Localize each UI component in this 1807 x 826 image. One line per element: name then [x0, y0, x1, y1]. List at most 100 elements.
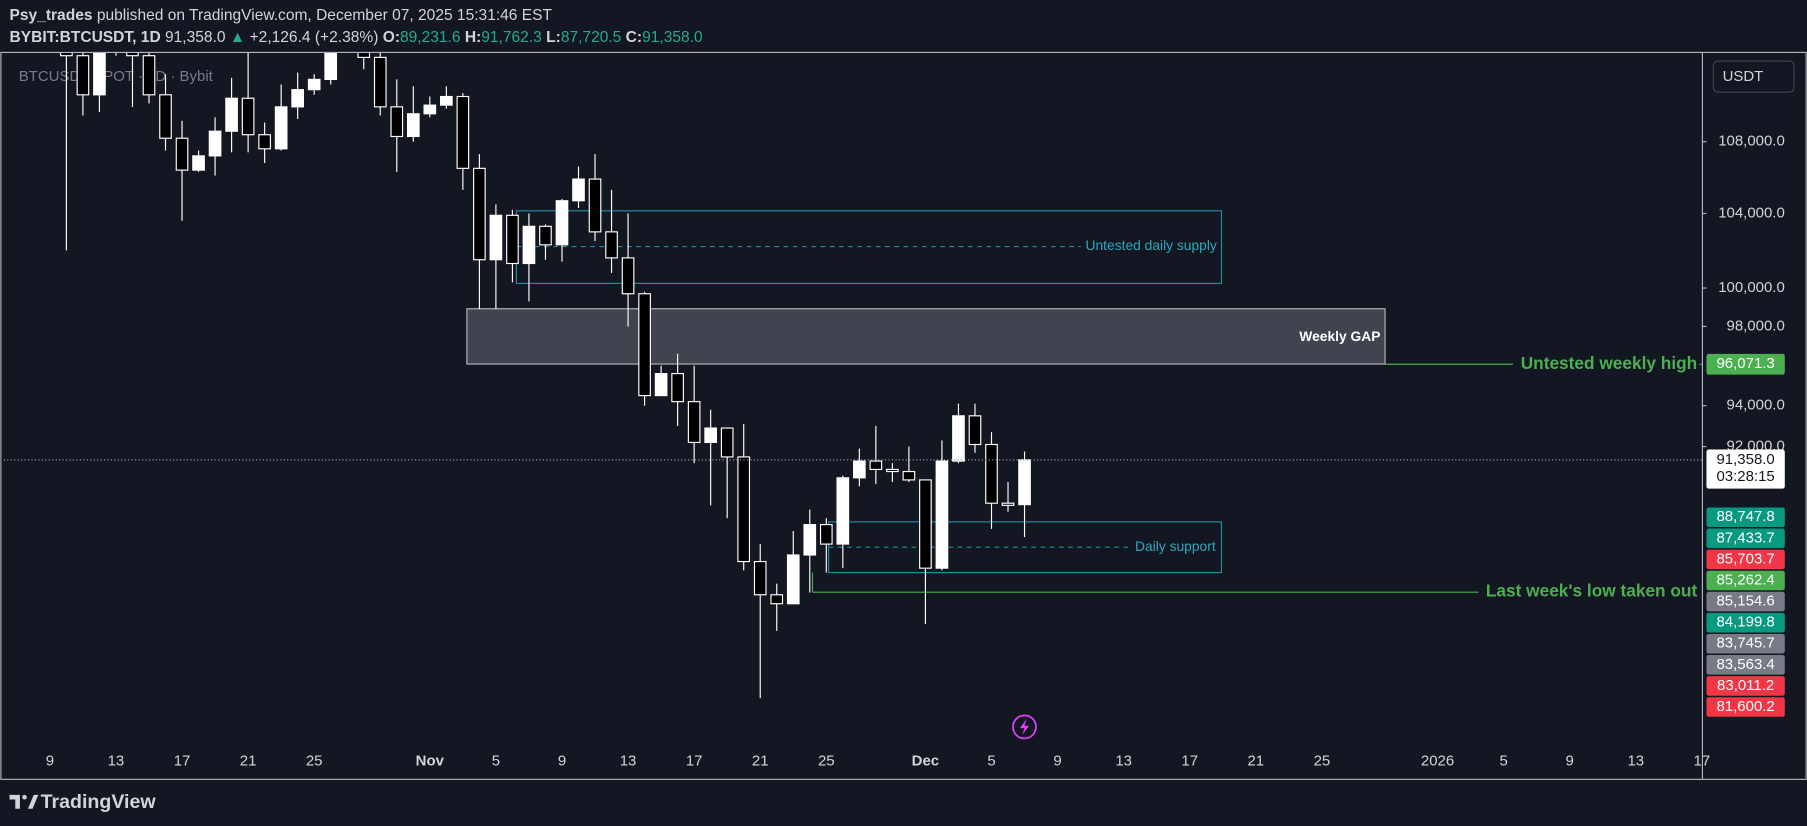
x-tick-label: 21 [752, 752, 769, 769]
x-tick-label: 2026 [1421, 752, 1454, 769]
candle-body [605, 231, 618, 259]
y-tick-label: 94,000.0 [1727, 397, 1785, 414]
annotation: Weekly GAP [1299, 328, 1380, 344]
price-badge-label: 83,563.4 [1716, 656, 1774, 673]
candle-body [307, 78, 321, 91]
candle-body [539, 225, 552, 246]
x-tick-label: 5 [1499, 752, 1507, 769]
candle-body [985, 443, 998, 504]
x-tick-label: 21 [1247, 752, 1264, 769]
y-tick-label: 104,000.0 [1718, 204, 1785, 221]
candle-body [786, 554, 800, 605]
annotation: Daily support [1135, 538, 1216, 554]
candles [60, 52, 1031, 699]
candle-body [489, 214, 503, 261]
header-line: Psy_trades published on TradingView.com,… [10, 7, 553, 24]
logo-mark [22, 794, 27, 800]
x-tick-label: 17 [174, 752, 191, 769]
candle-body [373, 56, 387, 108]
logo-mark [27, 794, 39, 809]
candle-body [324, 52, 338, 80]
candle-body [853, 460, 866, 479]
candle-body [819, 524, 833, 545]
x-tick-label: 25 [1314, 752, 1331, 769]
candle-body [555, 200, 569, 246]
x-tick-label: 13 [1115, 752, 1132, 769]
candle-body [175, 137, 189, 171]
countdown: 03:28:15 [1716, 468, 1774, 485]
alert-icon[interactable] [1012, 714, 1037, 740]
candle-body [357, 52, 371, 58]
author: Psy_trades [10, 7, 93, 24]
candle-body [836, 477, 850, 545]
x-tick-label: Dec [912, 752, 939, 769]
candle-body [737, 456, 751, 563]
candle-body [935, 460, 949, 569]
logo-mark [9, 794, 20, 809]
alert-icon-bolt [1019, 718, 1030, 735]
candle-body [440, 95, 453, 106]
candle-body [93, 52, 106, 96]
x-tick-label: 5 [492, 752, 500, 769]
candle-body [704, 427, 718, 444]
level-badge [1706, 353, 1785, 375]
price-badge-label: 81,600.2 [1716, 698, 1774, 715]
candle-body [274, 106, 288, 150]
annotation: Untested daily supply [1086, 237, 1217, 253]
candle-body [720, 427, 734, 458]
x-tick-label: 9 [558, 752, 566, 769]
x-tick-label: 13 [620, 752, 637, 769]
candle-body [919, 479, 932, 569]
candle-body [208, 130, 222, 157]
x-tick-label: Nov [416, 752, 445, 769]
last-price: 91,358.0 [165, 29, 226, 46]
candle-body [638, 293, 651, 397]
candle-body [423, 104, 437, 115]
price-badge [1706, 528, 1785, 549]
candle-body [456, 95, 470, 169]
price-badge [1706, 612, 1785, 633]
current-price-label: 91,358.0 [1716, 451, 1774, 468]
candle-body [952, 415, 965, 462]
x-tick-label: 25 [818, 752, 835, 769]
price-badge [1706, 655, 1785, 675]
price-badge-label: 85,703.7 [1716, 550, 1774, 567]
candle-body [506, 214, 519, 265]
level-text: Untested weekly high [1521, 353, 1698, 373]
ohlc-key: O: [383, 29, 400, 46]
pane-border [0, 51, 1807, 780]
x-tick-label: 9 [1053, 752, 1061, 769]
logo: TradingView [9, 791, 157, 813]
currency-button[interactable] [1712, 60, 1795, 93]
ohlc-key: H: [465, 29, 481, 46]
x-tick-label: 17 [1181, 752, 1198, 769]
x-tick-label: 25 [306, 752, 323, 769]
candle-body [753, 560, 767, 596]
candle-body [902, 470, 916, 481]
candle-body [654, 373, 668, 397]
candle-body [671, 373, 684, 403]
x-tick-label: 13 [108, 752, 125, 769]
drawings: Untested daily supply Weekly GAP Daily s… [466, 210, 1698, 601]
candle-body [588, 178, 602, 233]
price-badge [1706, 570, 1785, 591]
candle-body [225, 97, 238, 132]
brand: TradingView [41, 791, 157, 813]
level-label: 96,071.3 [1716, 355, 1774, 372]
axes: 9 13 17 21 25 Nov 5 9 13 17 21 25 Dec 5 9 13 17 21 25 2026 5… [0, 133, 1785, 769]
y-tick-label: 100,000.0 [1718, 279, 1785, 296]
currency: USDT [1723, 68, 1764, 85]
price-badge-label: 85,262.4 [1716, 571, 1774, 588]
ohlc-value: 91,358.0 [642, 29, 703, 46]
candle-body [1018, 459, 1031, 506]
x-tick-label: 17 [1694, 752, 1711, 769]
candle-body [258, 134, 271, 150]
price-badge [1706, 676, 1785, 696]
x-tick-label: 9 [46, 752, 54, 769]
candle-body [390, 106, 404, 138]
annotation: Last week's low taken out [1486, 581, 1698, 601]
x-tick-label: 17 [686, 752, 703, 769]
